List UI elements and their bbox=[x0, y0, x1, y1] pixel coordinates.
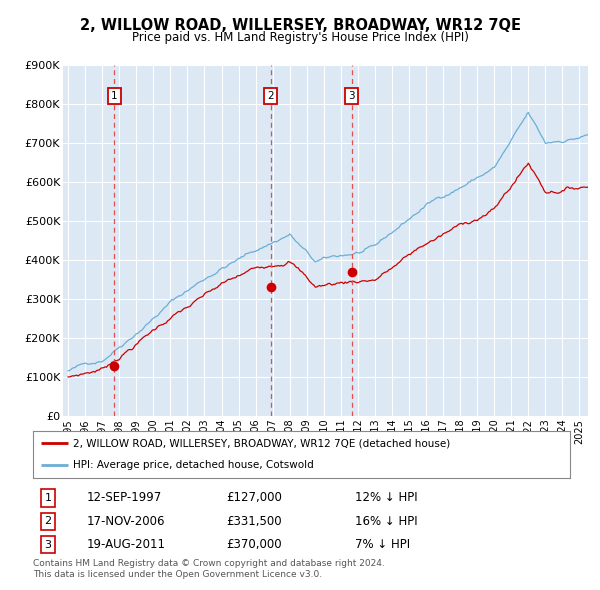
Text: 2, WILLOW ROAD, WILLERSEY, BROADWAY, WR12 7QE: 2, WILLOW ROAD, WILLERSEY, BROADWAY, WR1… bbox=[79, 18, 521, 32]
Text: £127,000: £127,000 bbox=[226, 491, 282, 504]
Text: 12% ↓ HPI: 12% ↓ HPI bbox=[355, 491, 418, 504]
Text: 7% ↓ HPI: 7% ↓ HPI bbox=[355, 538, 410, 551]
Text: 12-SEP-1997: 12-SEP-1997 bbox=[87, 491, 162, 504]
Text: £370,000: £370,000 bbox=[226, 538, 282, 551]
Text: 1: 1 bbox=[44, 493, 52, 503]
Text: £331,500: £331,500 bbox=[226, 515, 282, 528]
Text: 2: 2 bbox=[44, 516, 52, 526]
Text: HPI: Average price, detached house, Cotswold: HPI: Average price, detached house, Cots… bbox=[73, 460, 314, 470]
Text: 2: 2 bbox=[268, 91, 274, 101]
Text: 1: 1 bbox=[111, 91, 118, 101]
Text: 17-NOV-2006: 17-NOV-2006 bbox=[87, 515, 165, 528]
Text: 3: 3 bbox=[44, 540, 52, 550]
Text: 19-AUG-2011: 19-AUG-2011 bbox=[87, 538, 166, 551]
Text: 2, WILLOW ROAD, WILLERSEY, BROADWAY, WR12 7QE (detached house): 2, WILLOW ROAD, WILLERSEY, BROADWAY, WR1… bbox=[73, 438, 451, 448]
Text: 3: 3 bbox=[348, 91, 355, 101]
Text: 16% ↓ HPI: 16% ↓ HPI bbox=[355, 515, 418, 528]
Text: Price paid vs. HM Land Registry's House Price Index (HPI): Price paid vs. HM Land Registry's House … bbox=[131, 31, 469, 44]
Text: Contains HM Land Registry data © Crown copyright and database right 2024.
This d: Contains HM Land Registry data © Crown c… bbox=[33, 559, 385, 579]
